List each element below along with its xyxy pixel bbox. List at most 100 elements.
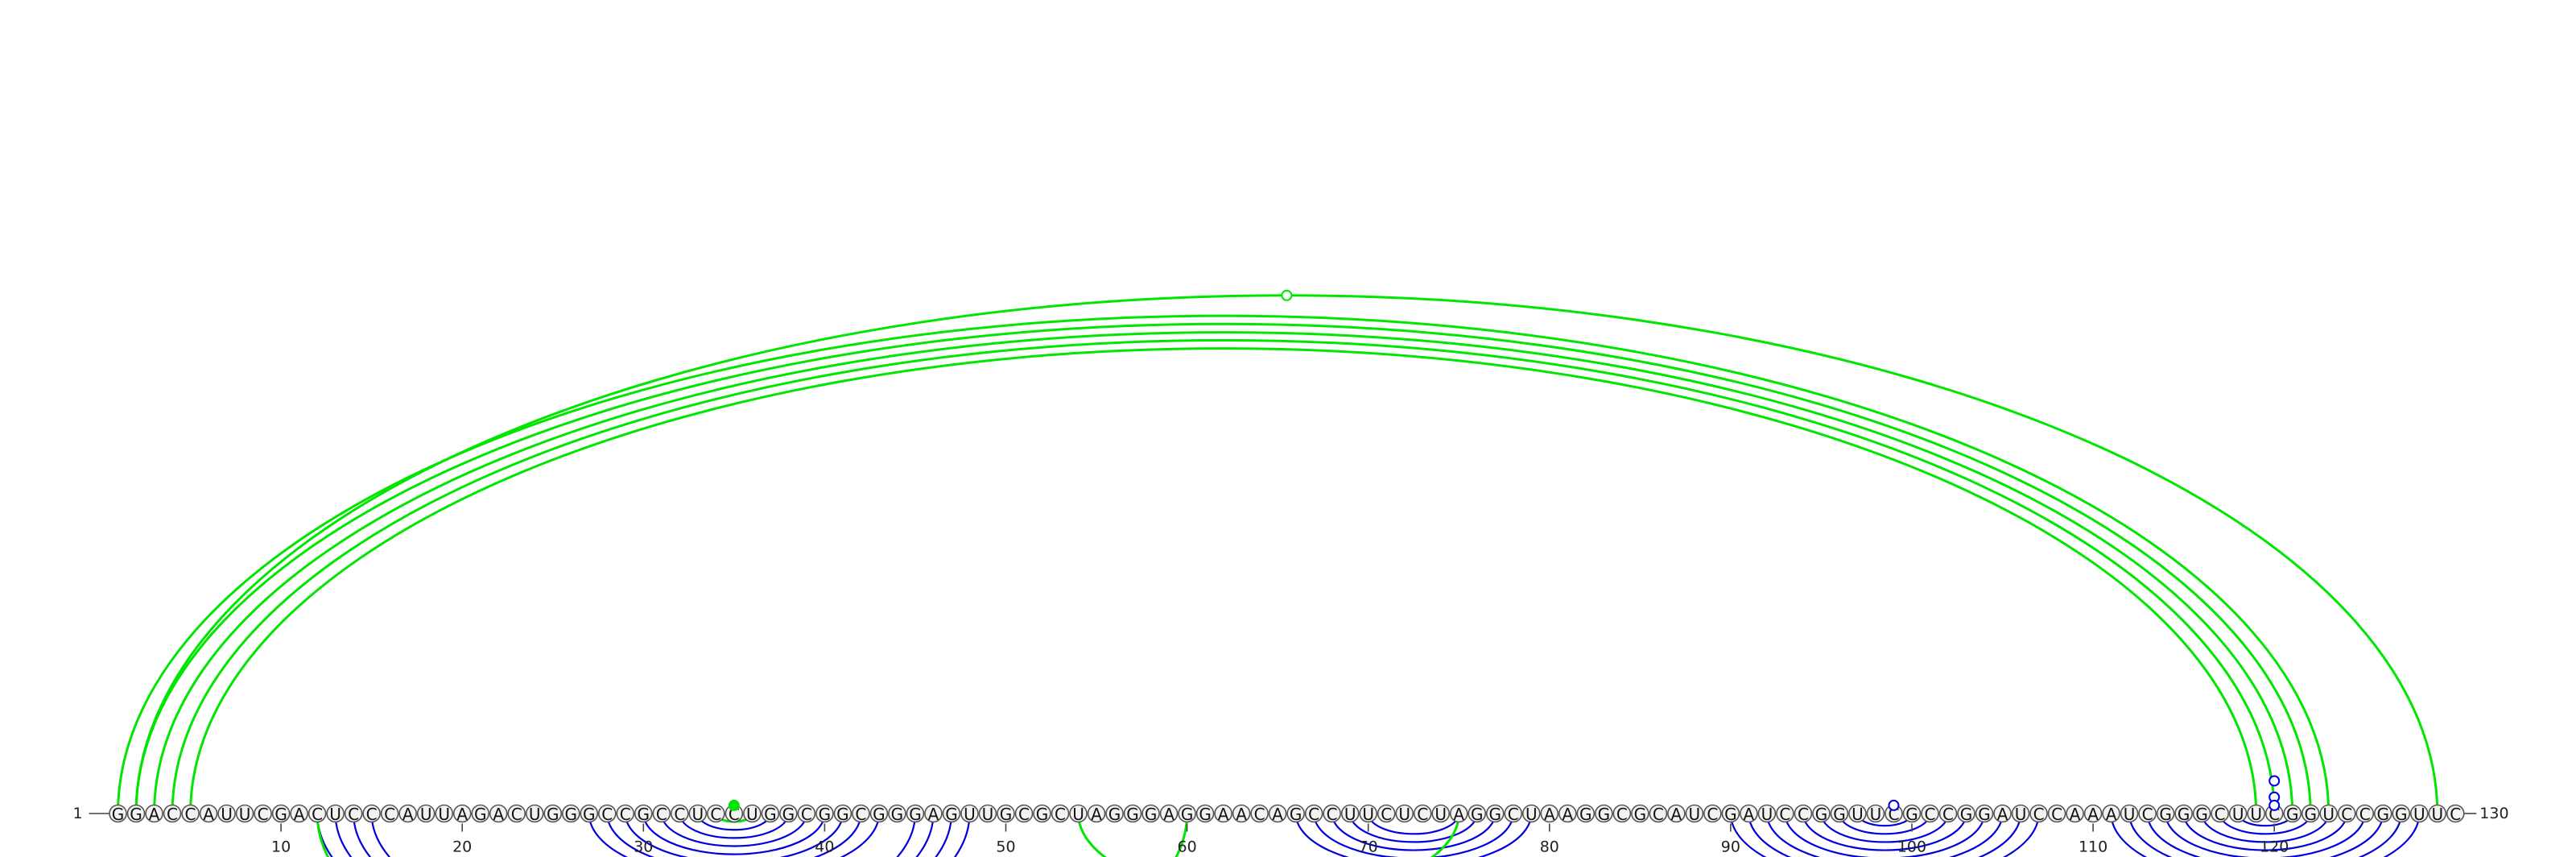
- nucleotide: C: [1504, 804, 1523, 824]
- nucleotide-circle: [2409, 804, 2429, 823]
- nucleotide-letter: C: [1327, 805, 1338, 824]
- nucleotide-circle: [2211, 804, 2229, 823]
- nucleotide-circle: [1105, 804, 1124, 823]
- tick-label: 90: [1721, 838, 1740, 856]
- nucleotide-letter: A: [1272, 805, 1283, 824]
- nucleotide: U: [525, 804, 544, 824]
- nucleotide: U: [2319, 804, 2339, 824]
- pseudoknot-arc: [117, 314, 2330, 814]
- nucleotide-circle: [1866, 804, 1885, 823]
- tick-label: 20: [452, 838, 472, 856]
- nucleotide-letter: A: [1997, 805, 2008, 824]
- nucleotide-letter: G: [638, 805, 650, 824]
- nucleotide: A: [489, 804, 508, 824]
- nucleotide-circle: [743, 804, 762, 823]
- nucleotide-letter: G: [2304, 805, 2317, 824]
- nucleotide-circle: [1830, 804, 1849, 823]
- nucleotide-letter: G: [1471, 805, 1484, 824]
- nucleotide-circle: [2228, 804, 2248, 823]
- nucleotide-letter: G: [1833, 805, 1846, 824]
- pseudoknot-arc: [153, 330, 2294, 814]
- nucleotide-letter: G: [1126, 805, 1139, 824]
- nucleotide: G: [869, 804, 889, 824]
- nucleotide: U: [217, 804, 236, 824]
- nucleotide: G: [761, 804, 780, 824]
- nucleotide: U: [235, 804, 254, 824]
- nucleotide-circle: [797, 804, 816, 823]
- nucleotide-letter: C: [1707, 805, 1718, 824]
- nucleotide: C: [362, 804, 381, 824]
- nucleotide: C: [163, 804, 182, 824]
- nucleotide: C: [1612, 804, 1632, 824]
- nucleotide: C: [1649, 804, 1668, 824]
- nucleotide-letter: C: [1798, 805, 1809, 824]
- nucleotide-letter: C: [801, 805, 812, 824]
- nucleotide: G: [543, 804, 563, 824]
- pseudoknot-arc: [171, 339, 2276, 814]
- nucleotide-letter: G: [1489, 805, 1502, 824]
- base-pair-arc: [1313, 813, 1514, 857]
- nucleotide: C: [1014, 804, 1034, 824]
- nucleotide: G: [1105, 804, 1124, 824]
- nucleotide: G: [942, 804, 961, 824]
- nucleotide-letter: C: [1055, 805, 1066, 824]
- nucleotide-letter: U: [221, 805, 233, 824]
- nucleotide-circle: [1395, 804, 1414, 823]
- nucleotide-circle: [1794, 804, 1813, 823]
- nucleotide-circle: [1340, 804, 1360, 823]
- nucleotide-circle: [2047, 804, 2066, 823]
- nucleotide-circle: [1141, 804, 1160, 823]
- nucleotide-circle: [1631, 804, 1649, 823]
- nucleotide-circle: [1921, 804, 1939, 823]
- nucleotide-letter: G: [2178, 805, 2190, 824]
- pair-marker: [2268, 775, 2281, 787]
- nucleotide-circle: [254, 804, 272, 823]
- nucleotide-letter: C: [258, 805, 269, 824]
- nucleotide: G: [1576, 804, 1596, 824]
- pseudoknot-arc: [1077, 813, 1460, 857]
- nucleotide-circle: [471, 804, 490, 823]
- nucleotide-letter: G: [1000, 805, 1013, 824]
- nucleotide-circle: [1069, 804, 1088, 823]
- nucleotide: G: [1123, 804, 1142, 824]
- nucleotide: G: [779, 804, 798, 824]
- nucleotide-circle: [924, 804, 943, 823]
- nucleotide: A: [1087, 804, 1106, 824]
- nucleotide-circle: [199, 804, 218, 823]
- nucleotide: C: [2355, 804, 2375, 824]
- nucleotide: U: [326, 804, 345, 824]
- nucleotide: U: [978, 804, 997, 824]
- base-pair-arc: [2182, 813, 2348, 851]
- nucleotide-circle: [1232, 804, 1251, 823]
- nucleotide-letter: U: [1761, 805, 1773, 824]
- nucleotide: C: [1250, 804, 1269, 824]
- base-pair-arc: [2201, 813, 2330, 843]
- nucleotide: C: [1304, 804, 1323, 824]
- nucleotide-circle: [525, 804, 544, 823]
- nucleotide-circle: [1612, 804, 1632, 823]
- nucleotide-circle: [597, 804, 617, 823]
- nucleotide-letter: C: [1508, 805, 1519, 824]
- nucleotide-circle: [1431, 804, 1451, 823]
- nucleotide: C: [797, 804, 816, 824]
- nucleotide-circle: [1721, 804, 1740, 823]
- nucleotide-circle: [2029, 804, 2048, 823]
- nucleotide-letter: U: [2250, 805, 2262, 824]
- nucleotide-circle: [1975, 804, 1994, 823]
- nucleotide: U: [435, 804, 453, 824]
- tick-label: 110: [2079, 838, 2107, 856]
- nucleotide: G: [271, 804, 291, 824]
- nucleotide: A: [290, 804, 308, 824]
- nucleotide-circle: [1595, 804, 1613, 823]
- nucleotide-letter: U: [1435, 805, 1447, 824]
- nucleotide: G: [1957, 804, 1975, 824]
- nucleotide: C: [1413, 804, 1432, 824]
- nucleotide: A: [1449, 804, 1468, 824]
- nucleotide-letter: A: [1671, 805, 1682, 824]
- nucleotide: A: [1740, 804, 1758, 824]
- nucleotide-letter: G: [1960, 805, 1973, 824]
- nucleotide-circle: [2066, 804, 2084, 823]
- nucleotide-circle: [888, 804, 906, 823]
- nucleotide-letter: C: [167, 805, 178, 824]
